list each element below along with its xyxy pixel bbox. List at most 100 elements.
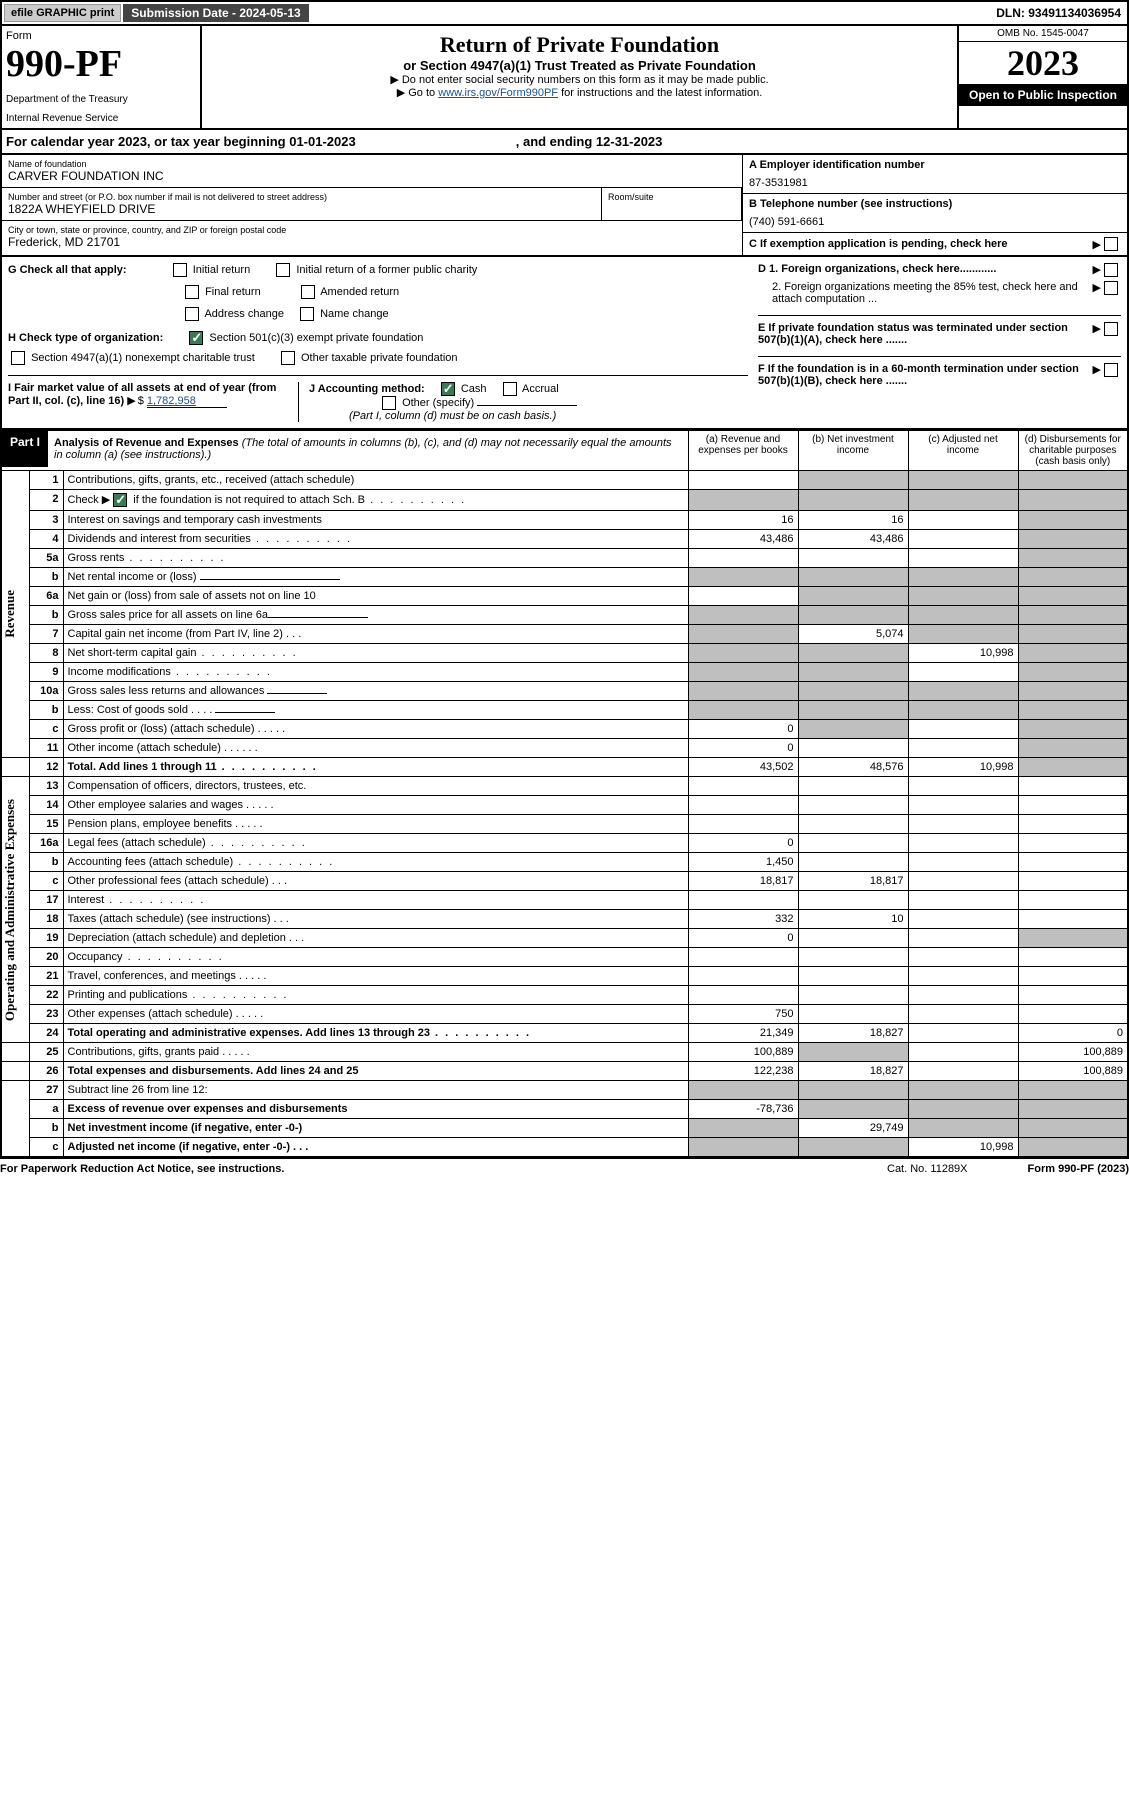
row-num: 7 xyxy=(29,625,63,644)
cell-value: 0 xyxy=(688,929,798,948)
initial-former-checkbox[interactable] xyxy=(276,263,290,277)
other-method-label: Other (specify) xyxy=(402,397,474,409)
name-label: Name of foundation xyxy=(8,159,736,169)
cell-value: -78,736 xyxy=(688,1100,798,1119)
row-desc: Dividends and interest from securities xyxy=(63,530,688,549)
row-desc: Contributions, gifts, grants paid . . . … xyxy=(63,1043,688,1062)
foreign-org-checkbox[interactable] xyxy=(1104,263,1118,277)
check-pre: Check ▶ xyxy=(68,494,111,506)
row-num: a xyxy=(29,1100,63,1119)
row-num: c xyxy=(29,720,63,739)
cell-value: 0 xyxy=(688,720,798,739)
row-num: 5a xyxy=(29,549,63,568)
row-num: b xyxy=(29,568,63,587)
row-num: 15 xyxy=(29,815,63,834)
form-title: Return of Private Foundation xyxy=(208,32,951,58)
dln: DLN: 93491134036954 xyxy=(996,6,1127,20)
form-ref: Form 990-PF (2023) xyxy=(1028,1163,1129,1175)
row-desc: Net gain or (loss) from sale of assets n… xyxy=(63,587,688,606)
cell-value: 10,998 xyxy=(908,758,1018,777)
fmv-value[interactable]: 1,782,958 xyxy=(147,395,227,408)
501c3-checkbox[interactable] xyxy=(189,331,203,345)
f-label: F If the foundation is in a 60-month ter… xyxy=(758,363,1093,387)
other-taxable-checkbox[interactable] xyxy=(281,351,295,365)
paperwork-notice: For Paperwork Reduction Act Notice, see … xyxy=(0,1163,284,1175)
row-desc: Total operating and administrative expen… xyxy=(63,1024,688,1043)
irs: Internal Revenue Service xyxy=(6,113,196,124)
row-num: 25 xyxy=(29,1043,63,1062)
row-desc: Gross profit or (loss) (attach schedule)… xyxy=(63,720,688,739)
row-num: 21 xyxy=(29,967,63,986)
row-desc: Net short-term capital gain xyxy=(63,644,688,663)
row-desc: Gross sales price for all assets on line… xyxy=(63,606,688,625)
row-desc: Excess of revenue over expenses and disb… xyxy=(63,1100,688,1119)
row-desc: Accounting fees (attach schedule) xyxy=(63,853,688,872)
row-num: b xyxy=(29,606,63,625)
note2-pre: ▶ Go to xyxy=(397,87,438,99)
part1-label: Part I xyxy=(2,431,48,467)
part1-table: Part I Analysis of Revenue and Expenses … xyxy=(0,430,1129,1158)
row-num: 27 xyxy=(29,1081,63,1100)
row-num: b xyxy=(29,853,63,872)
arrow-icon: ▶ xyxy=(1093,281,1101,305)
row-num: 17 xyxy=(29,891,63,910)
row-num: c xyxy=(29,872,63,891)
status-terminated-checkbox[interactable] xyxy=(1104,322,1118,336)
checkboxes-section: G Check all that apply: Initial return I… xyxy=(0,257,1129,430)
name-change-checkbox[interactable] xyxy=(300,307,314,321)
form990pf-link[interactable]: www.irs.gov/Form990PF xyxy=(438,87,558,99)
form-header: Form 990-PF Department of the Treasury I… xyxy=(0,26,1129,130)
cell-value: 18,817 xyxy=(688,872,798,891)
row-desc: Other income (attach schedule) . . . . .… xyxy=(63,739,688,758)
row-desc: Subtract line 26 from line 12: xyxy=(63,1081,688,1100)
final-return-label: Final return xyxy=(205,286,261,298)
row-num: 4 xyxy=(29,530,63,549)
cell-value: 18,827 xyxy=(798,1062,908,1081)
initial-return-checkbox[interactable] xyxy=(173,263,187,277)
accrual-label: Accrual xyxy=(522,383,559,395)
j-label: J Accounting method: xyxy=(309,383,425,395)
addr-label: Number and street (or P.O. box number if… xyxy=(8,192,595,202)
row-num: 1 xyxy=(29,471,63,490)
link-note: ▶ Go to www.irs.gov/Form990PF for instru… xyxy=(208,86,951,99)
ein-label: A Employer identification number xyxy=(749,159,1121,171)
phone-value: (740) 591-6661 xyxy=(749,216,1121,228)
entity-info: Name of foundation CARVER FOUNDATION INC… xyxy=(0,155,1129,257)
open-to-public: Open to Public Inspection xyxy=(959,84,1127,106)
row-num: 18 xyxy=(29,910,63,929)
row-num: 14 xyxy=(29,796,63,815)
omb-number: OMB No. 1545-0047 xyxy=(959,26,1127,42)
row-num: 20 xyxy=(29,948,63,967)
cat-no: Cat. No. 11289X xyxy=(887,1163,968,1175)
4947-checkbox[interactable] xyxy=(11,351,25,365)
cash-basis-note: (Part I, column (d) must be on cash basi… xyxy=(349,410,748,422)
cell-value: 16 xyxy=(688,511,798,530)
cell-value: 18,827 xyxy=(798,1024,908,1043)
cell-value: 21,349 xyxy=(688,1024,798,1043)
accrual-checkbox[interactable] xyxy=(503,382,517,396)
sch-b-checkbox[interactable] xyxy=(113,493,127,507)
cash-checkbox[interactable] xyxy=(441,382,455,396)
amended-return-label: Amended return xyxy=(320,286,399,298)
row-num: 16a xyxy=(29,834,63,853)
row-num: c xyxy=(29,1138,63,1158)
h-label: H Check type of organization: xyxy=(8,332,163,344)
part1-title: Analysis of Revenue and Expenses xyxy=(54,437,239,449)
other-taxable-label: Other taxable private foundation xyxy=(301,352,458,364)
row-num: 11 xyxy=(29,739,63,758)
cal-year-end: , and ending 12-31-2023 xyxy=(516,134,663,149)
ein-value: 87-3531981 xyxy=(749,177,1121,189)
85pct-test-checkbox[interactable] xyxy=(1104,281,1118,295)
cell-value: 5,074 xyxy=(798,625,908,644)
60month-checkbox[interactable] xyxy=(1104,363,1118,377)
cell-value: 48,576 xyxy=(798,758,908,777)
form-label: Form xyxy=(6,30,196,42)
final-return-checkbox[interactable] xyxy=(185,285,199,299)
cell-value: 0 xyxy=(1018,1024,1128,1043)
cell-value: 18,817 xyxy=(798,872,908,891)
amended-return-checkbox[interactable] xyxy=(301,285,315,299)
address-change-checkbox[interactable] xyxy=(185,307,199,321)
other-method-checkbox[interactable] xyxy=(382,396,396,410)
exemption-pending-checkbox[interactable] xyxy=(1104,237,1118,251)
efile-btn[interactable]: efile GRAPHIC print xyxy=(4,4,121,22)
